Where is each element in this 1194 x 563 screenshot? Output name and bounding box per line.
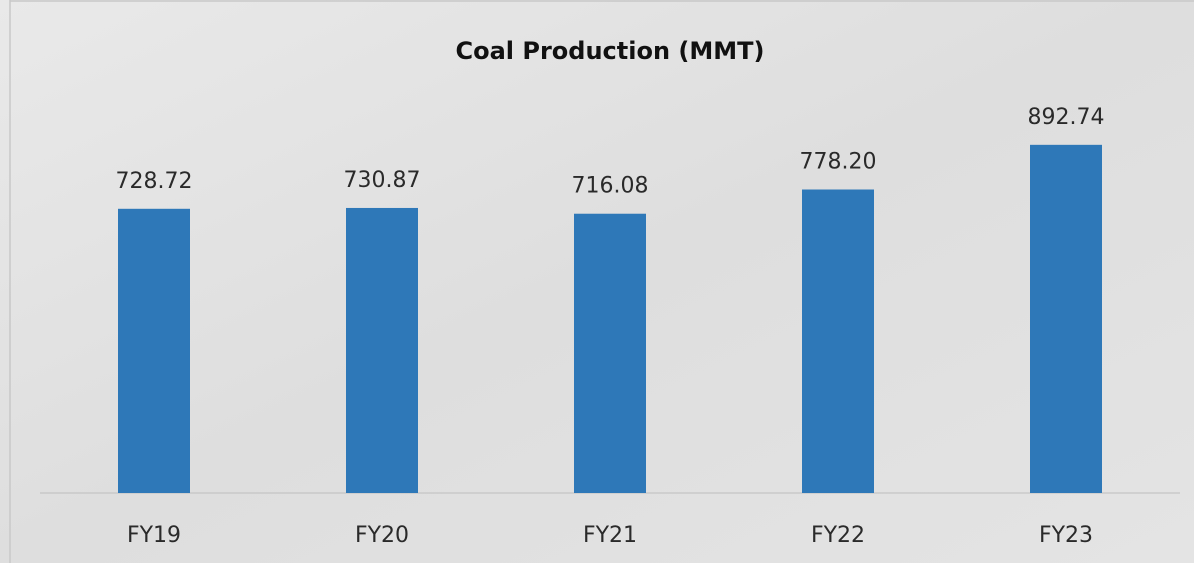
bar bbox=[118, 208, 190, 493]
data-label: 728.72 bbox=[116, 169, 193, 194]
x-tick-label: FY19 bbox=[127, 523, 181, 548]
x-tick-label: FY23 bbox=[1039, 523, 1093, 548]
data-label: 730.87 bbox=[344, 168, 421, 193]
chart-title: Coal Production (MMT) bbox=[456, 37, 765, 65]
bar bbox=[574, 213, 646, 493]
bar bbox=[346, 207, 418, 493]
data-label: 778.20 bbox=[800, 150, 877, 175]
bar bbox=[802, 189, 874, 493]
x-tick-label: FY20 bbox=[355, 523, 409, 548]
data-label: 892.74 bbox=[1028, 105, 1105, 130]
data-label: 716.08 bbox=[572, 174, 649, 199]
bar bbox=[1030, 144, 1102, 493]
x-tick-label: FY22 bbox=[811, 523, 865, 548]
x-tick-label: FY21 bbox=[583, 523, 637, 548]
